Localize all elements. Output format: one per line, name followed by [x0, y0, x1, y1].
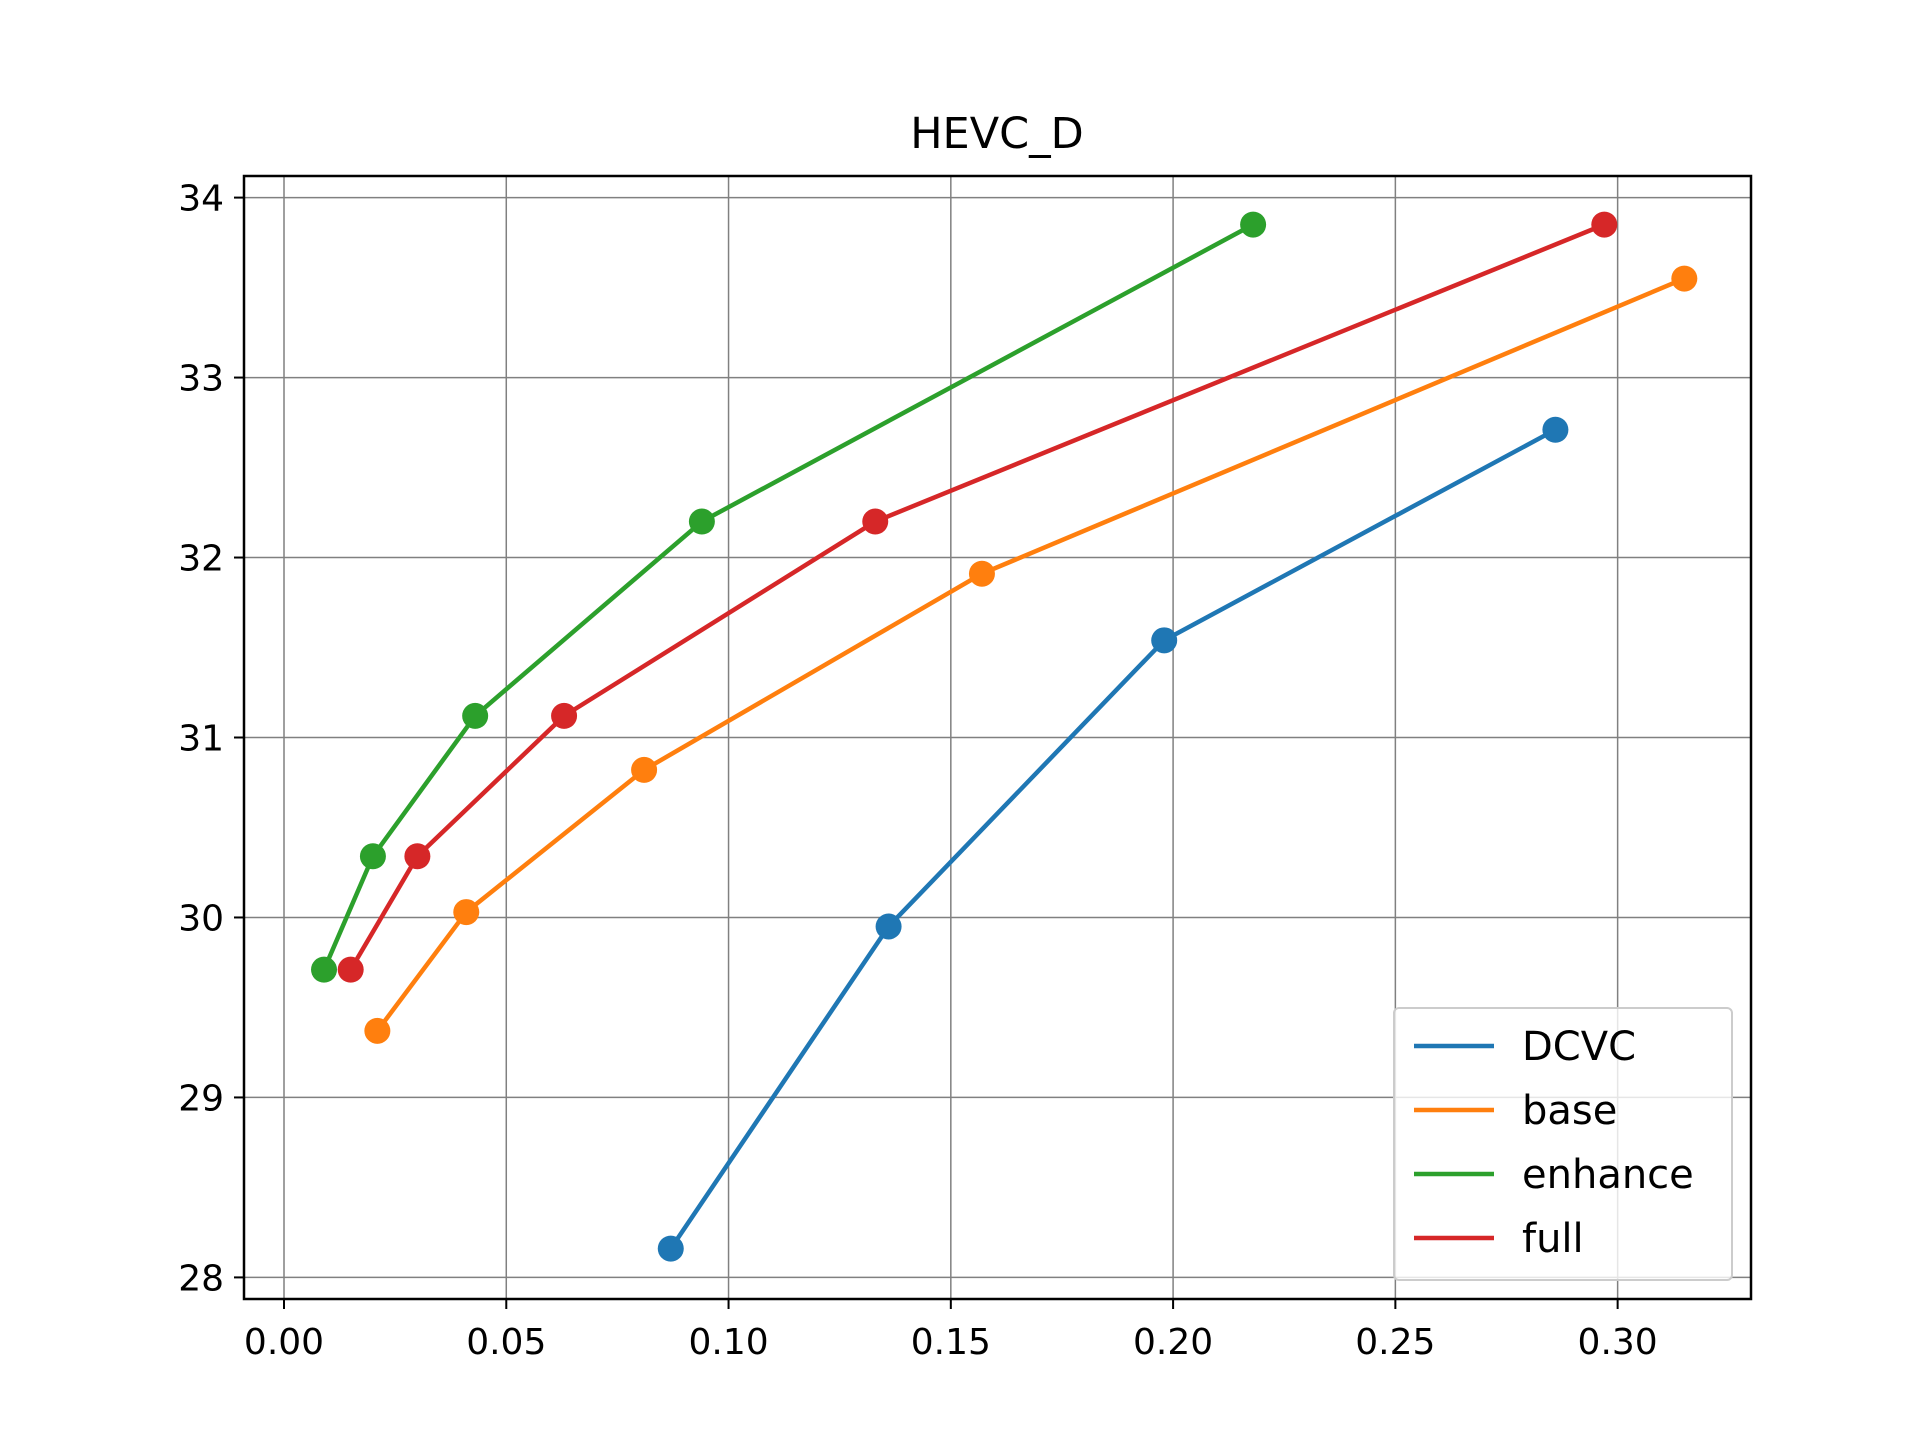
data-point — [551, 702, 578, 729]
data-point — [1671, 265, 1698, 292]
data-point — [462, 702, 489, 729]
series-enhance — [311, 211, 1267, 983]
legend-label: DCVC — [1522, 1024, 1636, 1070]
legend-label: full — [1522, 1216, 1584, 1262]
data-point — [359, 843, 386, 870]
data-point — [453, 899, 480, 926]
x-tick-label: 0.20 — [1133, 1322, 1213, 1363]
data-point — [337, 956, 364, 983]
data-point — [311, 956, 338, 983]
legend-item: enhance — [1414, 1152, 1694, 1198]
y-tick-label: 30 — [178, 898, 224, 939]
data-point — [968, 560, 995, 587]
axes: 0.00 0.05 0.10 0.15 0.20 0.25 0.30 28 29 30 31 32 33… — [178, 179, 1658, 1363]
x-tick-label: 0.05 — [466, 1322, 546, 1363]
y-tick-label: 28 — [178, 1258, 224, 1299]
data-point — [1591, 211, 1618, 238]
legend-box — [1393, 1007, 1733, 1281]
data-point — [1542, 416, 1569, 443]
legend-item: DCVC — [1414, 1024, 1636, 1070]
y-tick-label: 32 — [178, 539, 224, 580]
x-tick-label: 0.10 — [688, 1322, 768, 1363]
y-tick-label: 29 — [178, 1078, 224, 1119]
legend-label: base — [1522, 1088, 1617, 1134]
y-tick-label: 31 — [178, 719, 224, 760]
grid — [244, 176, 1751, 1299]
series-layer — [311, 211, 1698, 1262]
legend-label: enhance — [1522, 1152, 1694, 1198]
legend: DCVC base enhance full — [1393, 1007, 1733, 1281]
data-point — [364, 1017, 391, 1044]
x-tick-label: 0.25 — [1355, 1322, 1435, 1363]
legend-item: base — [1414, 1088, 1617, 1134]
chart-title: HEVC_D — [910, 109, 1084, 159]
data-point — [862, 508, 889, 535]
series-base — [364, 265, 1698, 1044]
legend-item: full — [1414, 1216, 1584, 1262]
series-line — [667, 426, 1559, 1252]
data-point — [1151, 627, 1178, 654]
data-point — [631, 756, 658, 783]
x-tick-label: 0.15 — [911, 1322, 991, 1363]
data-point — [688, 508, 715, 535]
data-point — [657, 1235, 684, 1262]
y-tick-label: 34 — [178, 179, 224, 220]
data-point — [404, 843, 431, 870]
data-point — [875, 913, 902, 940]
x-tick-label: 0.30 — [1578, 1322, 1658, 1363]
series-full — [337, 211, 1618, 983]
y-tick-label: 33 — [178, 359, 224, 400]
series-dcvc — [657, 416, 1569, 1262]
data-point — [1240, 211, 1267, 238]
x-tick-label: 0.00 — [244, 1322, 324, 1363]
